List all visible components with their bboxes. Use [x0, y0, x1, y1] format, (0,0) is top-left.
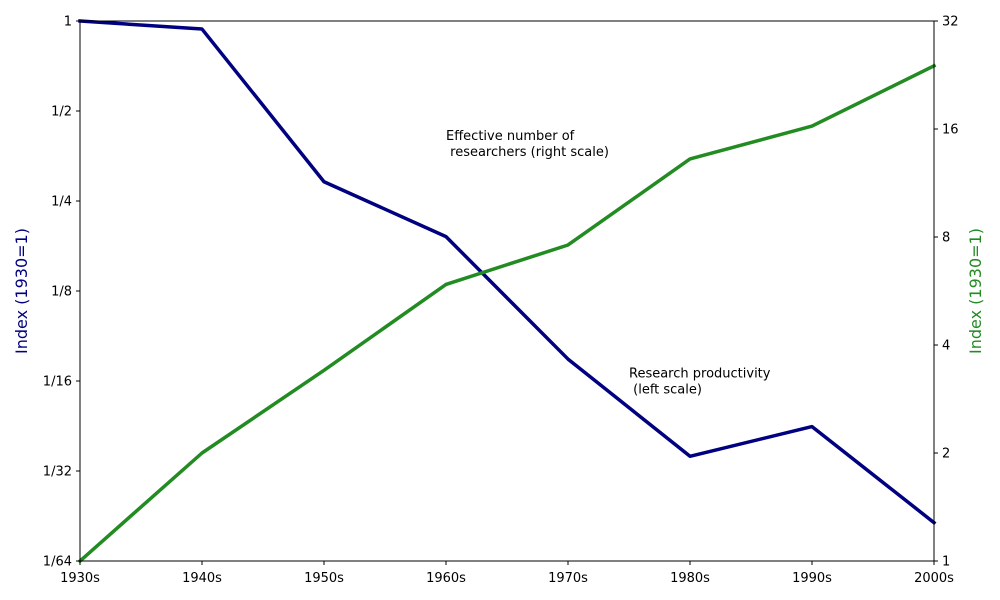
right-tick-label: 2 — [942, 447, 950, 462]
x-tick-label: 1930s — [60, 571, 100, 586]
left-tick-label: 1/16 — [43, 375, 72, 390]
annotation-text: Research productivity (left scale) — [629, 366, 771, 397]
x-axis-ticks: 1930s 1940s 1950s 1960s 1970s 1980s 1990s 2000s — [60, 561, 954, 586]
left-tick-label: 1/8 — [51, 285, 72, 300]
x-tick-label: 1990s — [792, 571, 832, 586]
right-axis-ticks: 1 2 4 8 16 32 — [934, 15, 959, 570]
left-tick-label: 1/32 — [43, 465, 72, 480]
x-tick-label: 1960s — [426, 571, 466, 586]
right-tick-label: 16 — [942, 123, 959, 138]
series-line-left — [78, 19, 937, 526]
annotation-line: Research productivity — [629, 366, 771, 381]
x-tick-label: 1950s — [304, 571, 344, 586]
annotation-text: Effective number of researchers (right s… — [446, 129, 609, 160]
annotation-line: Effective number of — [446, 129, 575, 144]
annotations: Effective number of researchers (right s… — [446, 129, 771, 397]
left-tick-label: 1 — [64, 15, 72, 30]
left-tick-label: 1/64 — [43, 555, 72, 570]
right-tick-label: 4 — [942, 339, 950, 354]
left-tick-label: 1/4 — [51, 195, 72, 210]
series-line-right — [77, 63, 937, 564]
annotation-line: researchers (right scale) — [446, 145, 609, 160]
left-tick-label: 1/2 — [51, 105, 72, 120]
left-axis-label: Index (1930=1) — [12, 228, 31, 354]
x-tick-label: 2000s — [914, 571, 954, 586]
x-tick-label: 1940s — [182, 571, 222, 586]
right-tick-label: 32 — [942, 15, 959, 30]
series-layer — [77, 19, 937, 564]
annotation-line: (left scale) — [629, 382, 702, 397]
right-tick-label: 8 — [942, 231, 950, 246]
left-axis-ticks: 1 1/2 1/4 1/8 1/16 1/32 1/64 — [43, 15, 80, 570]
right-axis-label: Index (1930=1) — [966, 228, 985, 354]
right-tick-label: 1 — [942, 555, 950, 570]
x-tick-label: 1980s — [670, 571, 710, 586]
x-tick-label: 1970s — [548, 571, 588, 586]
